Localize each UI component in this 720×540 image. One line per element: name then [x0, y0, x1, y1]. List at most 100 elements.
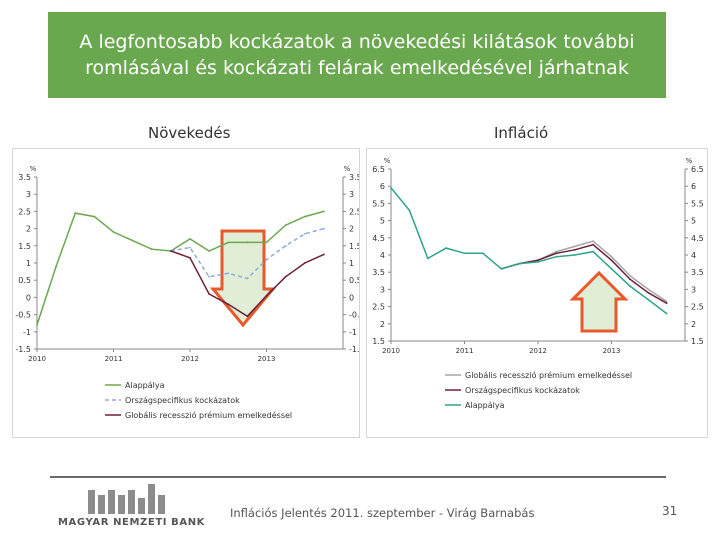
- data-point: [610, 267, 613, 270]
- data-point: [555, 252, 558, 255]
- data-point: [246, 277, 249, 280]
- inflation-chart-title: Infláció: [494, 124, 549, 142]
- data-point: [112, 231, 115, 233]
- data-point: [189, 256, 191, 259]
- y-tick-label-right: 0.5: [349, 276, 359, 285]
- data-point: [482, 252, 484, 255]
- y-tick-label-left: 2: [380, 320, 385, 329]
- inflation-chart-panel: %% 6.5 6.5 6 6 5.5 5.5 5 5 4.5 4.5 4 4 3.5 3.5 3 3 2.5 2.5…: [366, 148, 708, 438]
- data-point: [150, 248, 153, 251]
- data-point: [537, 259, 539, 262]
- y-tick-label-left: 2: [26, 225, 31, 234]
- data-point: [323, 210, 325, 213]
- data-point: [463, 252, 466, 255]
- data-point: [131, 239, 134, 242]
- data-point: [93, 215, 96, 218]
- down-arrow-icon: [209, 229, 277, 328]
- y-tick-label-left: 0: [26, 293, 31, 302]
- title-line-2: romlásával és kockázati felárak emelkedé…: [85, 57, 629, 79]
- y-tick-label-right: 2: [691, 320, 696, 329]
- footer-text: Inflációs Jelentés 2011. szeptember - Vi…: [230, 506, 535, 520]
- growth-chart-panel: %%3.53.5332.52.5221.51.5110.50.500-0.5-0…: [12, 148, 360, 438]
- y-tick-label-left: 6.5: [372, 165, 385, 174]
- series-line: [501, 243, 667, 304]
- data-point: [629, 274, 631, 277]
- data-point: [208, 250, 211, 252]
- data-point: [390, 187, 392, 189]
- data-point: [36, 324, 38, 326]
- data-point: [170, 250, 172, 252]
- y-tick-label-left: 4.5: [372, 234, 385, 243]
- x-tick-label: 2010: [28, 355, 46, 363]
- data-point: [647, 298, 650, 301]
- data-point: [610, 259, 613, 262]
- data-point: [284, 275, 287, 278]
- data-point: [265, 294, 268, 297]
- data-point: [265, 241, 268, 244]
- data-point: [303, 262, 306, 264]
- y-tick-label-left: 1: [26, 259, 31, 268]
- data-point: [246, 241, 249, 244]
- y-tick-label-right: -0.5: [349, 311, 359, 320]
- y-tick-label-left: 0.5: [18, 276, 31, 285]
- y-tick-label-left: 6: [380, 182, 385, 191]
- y-tick-label-right: -1.5: [349, 345, 359, 354]
- y-tick-label-left: 1.5: [372, 337, 385, 346]
- y-tick-label-left: 2.5: [18, 207, 31, 216]
- data-point: [227, 272, 230, 275]
- y-tick-label-left: 5: [380, 217, 385, 226]
- y-tick-label-right: 3.5: [691, 268, 704, 277]
- data-point: [227, 241, 230, 244]
- y-tick-label-left: -1.5: [15, 345, 31, 354]
- y-tick-label-right: 2.5: [691, 303, 704, 312]
- data-point: [208, 275, 211, 278]
- x-tick-label: 2011: [456, 347, 474, 355]
- growth-chart: %%3.53.5332.52.5221.51.5110.50.500-0.5-0…: [15, 165, 359, 420]
- y-tick-label-right: 5: [691, 217, 696, 226]
- y-tick-label-right: -1: [349, 328, 357, 337]
- footer-divider: [50, 476, 666, 478]
- y-tick-label-right: 0: [349, 293, 354, 302]
- data-point: [265, 258, 268, 261]
- y-tick-label-right: 6: [691, 182, 696, 191]
- data-point: [323, 227, 325, 230]
- y-tick-label-right: 3.5: [349, 173, 359, 182]
- data-point: [55, 265, 57, 268]
- data-point: [665, 300, 668, 303]
- data-point: [592, 240, 594, 243]
- data-point: [665, 312, 668, 315]
- data-point: [284, 224, 287, 227]
- y-tick-label-right: 5.5: [691, 199, 704, 208]
- legend-label: Alappálya: [125, 381, 165, 390]
- data-point: [227, 303, 230, 306]
- data-point: [445, 247, 447, 249]
- data-point: [592, 250, 594, 253]
- page-number: 31: [662, 504, 678, 518]
- data-point: [189, 238, 191, 240]
- data-point: [408, 209, 411, 212]
- data-point: [647, 288, 650, 291]
- y-tick-label-left: 3.5: [372, 268, 385, 277]
- y-tick-label-right: 1: [349, 259, 354, 268]
- y-tick-label-right: 4.5: [691, 234, 704, 243]
- y-tick-label-left: -0.5: [15, 311, 31, 320]
- y-tick-label-left: 4: [380, 251, 385, 260]
- up-arrow-icon: [569, 270, 629, 333]
- data-point: [573, 248, 576, 251]
- data-point: [610, 255, 613, 258]
- y-tick-label-right: 3: [349, 190, 354, 199]
- inflation-chart: % %6.5 6.56 65.5 5.55 54.5 4.54 43.5 3.53 32.5 2.5…: [372, 157, 704, 410]
- y-tick-label-left: 3.5: [18, 173, 31, 182]
- data-point: [323, 253, 325, 256]
- logo-text: MAGYAR NEMZETI BANK: [58, 517, 206, 528]
- y-tick-label-right: 3: [691, 285, 696, 294]
- y-tick-label-left: 3: [380, 285, 385, 294]
- data-point: [208, 293, 211, 295]
- data-point: [284, 244, 287, 247]
- data-point: [518, 262, 521, 265]
- y-tick-label-left: -1: [23, 328, 31, 337]
- data-point: [629, 285, 631, 287]
- x-tick-label: 2012: [181, 355, 199, 363]
- legend-label: Országspecifikus kockázatok: [465, 386, 580, 395]
- x-tick-label: 2011: [105, 355, 123, 363]
